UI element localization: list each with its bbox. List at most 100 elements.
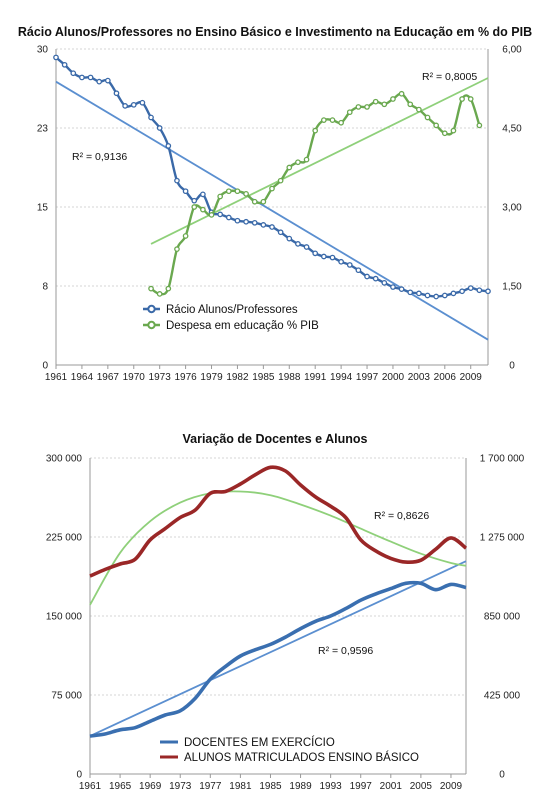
data-point: [381, 279, 388, 286]
data-point: [355, 104, 362, 110]
data-point: [243, 190, 249, 197]
y-right-tick-label: 0: [509, 361, 515, 372]
x-tick-label: 1993: [320, 781, 343, 792]
x-tick-label: 1973: [149, 372, 172, 383]
series-line-0: [55, 56, 489, 298]
x-tick-label: 1988: [278, 372, 301, 383]
x-tick-label: 1961: [45, 372, 68, 383]
legend-marker-ratio: [147, 304, 156, 314]
data-point: [251, 198, 258, 205]
data-point: [165, 143, 172, 149]
data-point: [398, 286, 405, 293]
trendline-1: [89, 490, 467, 606]
x-tick-label: 1985: [252, 372, 275, 383]
y-left-tick-label: 23: [37, 124, 49, 135]
y-left-tick-label: 8: [42, 282, 48, 293]
data-point: [174, 246, 180, 252]
data-point: [433, 293, 440, 300]
data-point: [200, 191, 206, 198]
data-point: [174, 177, 180, 184]
data-point: [260, 198, 267, 205]
data-point: [416, 106, 422, 113]
x-tick-label: 2003: [408, 372, 431, 383]
data-point: [450, 290, 457, 297]
data-point: [485, 288, 491, 295]
chart2-r2-teachers: R² = 0,9596: [318, 645, 373, 657]
series-line-0: [89, 580, 467, 738]
data-point: [217, 211, 224, 218]
x-tick-label: 1973: [169, 781, 192, 792]
chart2-legend: DOCENTES EM EXERCÍCIO ALUNOS MATRICULADO…: [160, 736, 419, 764]
data-point: [390, 96, 396, 102]
data-point: [364, 273, 370, 280]
y-left-tick-label: 150 000: [46, 612, 83, 623]
data-point: [407, 289, 414, 296]
data-point: [148, 114, 154, 121]
y-right-tick-label: 4,50: [502, 124, 522, 135]
data-point: [467, 285, 474, 291]
data-point: [191, 197, 198, 204]
y-right-tick-label: 0: [499, 770, 505, 781]
data-point: [433, 122, 440, 129]
data-point: [225, 214, 232, 221]
y-left-tick-label: 0: [42, 361, 48, 372]
y-right-tick-label: 1 700 000: [480, 454, 525, 465]
data-point: [113, 90, 120, 97]
x-tick-label: 1964: [71, 372, 94, 383]
data-point: [364, 104, 370, 110]
data-point: [208, 212, 215, 218]
data-point: [156, 291, 163, 297]
x-tick-label: 1997: [356, 372, 379, 383]
data-point: [424, 114, 431, 121]
data-point: [320, 117, 327, 123]
data-point: [217, 193, 224, 200]
data-point: [346, 262, 353, 268]
x-tick-label: 1991: [304, 372, 327, 383]
x-tick-label: 1970: [123, 372, 146, 383]
data-point: [165, 285, 172, 292]
y-left-tick-label: 75 000: [51, 691, 82, 702]
data-point: [476, 122, 483, 129]
data-point: [225, 188, 232, 195]
data-point: [96, 78, 103, 85]
data-point: [338, 258, 344, 265]
data-point: [467, 96, 474, 102]
data-point: [156, 125, 163, 131]
data-point: [122, 103, 128, 109]
data-point: [459, 96, 465, 102]
x-tick-label: 2009: [460, 372, 483, 383]
data-point: [355, 267, 362, 274]
data-point: [277, 177, 284, 184]
y-right-tick-label: 850 000: [484, 612, 521, 623]
legend-label-ratio: Rácio Alunos/Professores: [166, 304, 298, 316]
x-tick-label: 1989: [289, 781, 312, 792]
legend-label-students: ALUNOS MATRICULADOS ENSINO BÁSICO: [184, 751, 419, 764]
data-point: [372, 275, 379, 282]
y-right-tick-label: 6,00: [502, 45, 522, 56]
data-point: [269, 224, 275, 230]
data-point: [200, 206, 206, 213]
data-point: [303, 156, 310, 163]
x-tick-label: 1965: [109, 781, 132, 792]
y-right-tick-label: 3,00: [502, 203, 522, 214]
x-tick-label: 1997: [350, 781, 373, 792]
x-tick-label: 2009: [440, 781, 463, 792]
data-point: [441, 130, 448, 137]
data-point: [191, 204, 198, 210]
data-point: [286, 164, 293, 171]
data-point: [182, 188, 189, 195]
legend-marker-expense: [147, 320, 156, 330]
y-left-tick-label: 15: [37, 203, 49, 214]
data-point: [381, 101, 388, 108]
data-point: [346, 109, 353, 116]
x-tick-label: 1979: [200, 372, 223, 383]
chart2-r2-students: R² = 0,8626: [374, 510, 429, 522]
x-tick-label: 1961: [79, 781, 102, 792]
data-point: [269, 185, 275, 192]
y-left-tick-label: 0: [76, 770, 82, 781]
data-point: [407, 101, 414, 108]
x-tick-label: 1977: [199, 781, 222, 792]
data-point: [286, 235, 293, 242]
data-point: [416, 290, 422, 297]
